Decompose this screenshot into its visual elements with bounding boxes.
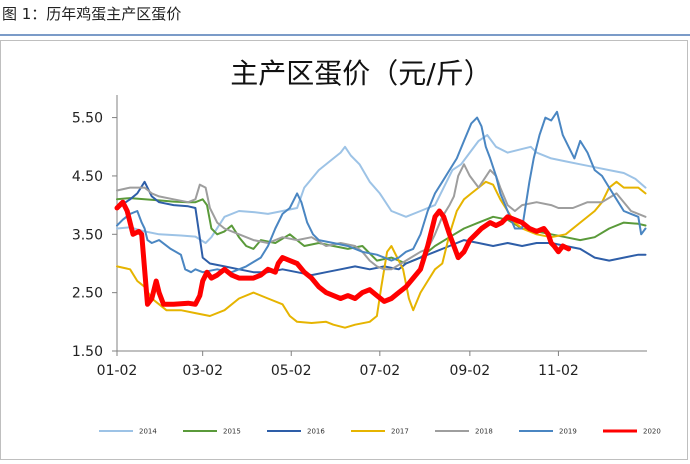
axes: 1.50 2.50 3.50 4.50 5.50 01-02 03-02 05-02 07-02… (72, 95, 647, 379)
y-tick-label: 2.50 (72, 286, 103, 302)
legend: 2014 2015 2016 2017 2018 2019 2020 (99, 428, 661, 436)
series-layer (114, 110, 647, 329)
legend-label-2015: 2015 (223, 428, 241, 436)
legend-label-2014: 2014 (139, 428, 157, 436)
y-tick-label: 4.50 (72, 169, 103, 185)
caption-divider (0, 34, 690, 36)
x-tick-label: 11-02 (538, 363, 579, 379)
x-tick-label: 05-02 (271, 363, 312, 379)
legend-label-2016: 2016 (307, 428, 325, 436)
chart-title: 主产区蛋价（元/斤） (230, 57, 491, 90)
series-line-2014 (116, 134, 647, 244)
series-line-2019 (116, 110, 647, 274)
egg-price-line-chart: 主产区蛋价（元/斤） 1.50 2.50 3.50 4.50 5.50 01-02 03-0… (72, 57, 661, 436)
y-tick-label: 1.50 (72, 344, 103, 360)
x-tick-label: 07-02 (359, 363, 400, 379)
legend-label-2019: 2019 (559, 428, 577, 436)
series-line-2020 (114, 199, 572, 307)
chart-frame: 主产区蛋价（元/斤） 1.50 2.50 3.50 4.50 5.50 01-02 03-0… (0, 40, 688, 460)
figure-caption: 图 1：历年鸡蛋主产区蛋价 (2, 5, 182, 23)
x-tick-label: 03-02 (182, 363, 223, 379)
legend-label-2017: 2017 (391, 428, 409, 436)
legend-label-2020: 2020 (643, 428, 661, 436)
x-tick-label: 01-02 (97, 363, 138, 379)
legend-label-2018: 2018 (475, 428, 493, 436)
series-line-2018 (116, 163, 647, 271)
x-tick-label: 09-02 (450, 363, 491, 379)
y-tick-label: 5.50 (72, 111, 103, 127)
y-tick-label: 3.50 (72, 227, 103, 243)
